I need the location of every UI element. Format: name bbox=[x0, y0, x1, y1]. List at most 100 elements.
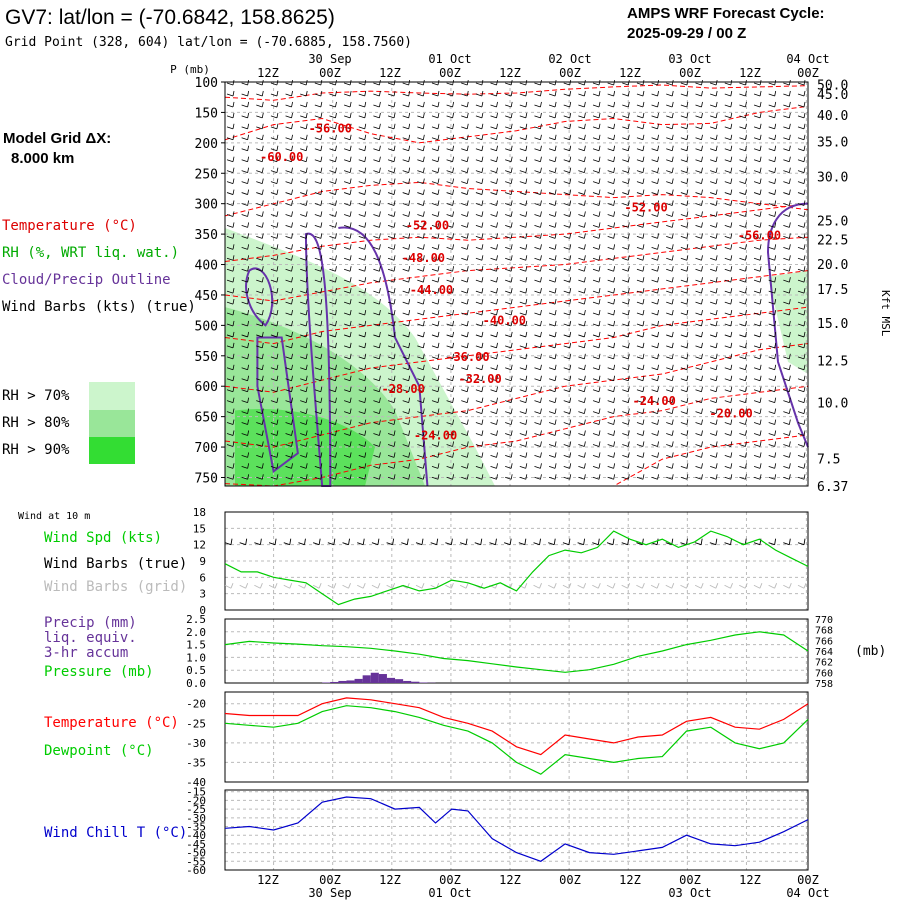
wind-barb bbox=[286, 244, 293, 249]
wind-barb bbox=[520, 277, 527, 282]
wind-barb bbox=[520, 124, 527, 129]
wind-barb bbox=[476, 168, 483, 173]
wind-barb bbox=[388, 157, 395, 162]
wind-barb bbox=[578, 332, 585, 337]
wind-barb-grid bbox=[343, 583, 351, 588]
wind-barb bbox=[461, 288, 468, 293]
wind-barb bbox=[344, 157, 351, 162]
pressure-ytick-label: 758 bbox=[815, 679, 833, 690]
wind-barb bbox=[696, 277, 703, 282]
top-time-tick: 00Z bbox=[559, 66, 581, 80]
wind-barb bbox=[666, 365, 673, 370]
wind-barb bbox=[549, 179, 556, 184]
wind-barb bbox=[491, 332, 498, 337]
wind-barb bbox=[344, 190, 351, 195]
precip-bar bbox=[355, 679, 363, 683]
wind-barb bbox=[329, 222, 336, 227]
wind-barb bbox=[754, 332, 761, 337]
wind-barb bbox=[520, 288, 527, 293]
wind-barb bbox=[549, 463, 556, 468]
wind-barb bbox=[754, 124, 761, 129]
wind-barb bbox=[505, 288, 512, 293]
wind-barb bbox=[256, 201, 263, 206]
wind-barb bbox=[798, 179, 805, 184]
wind-barb bbox=[286, 201, 293, 206]
pressure-ytick-label: 760 bbox=[815, 668, 833, 679]
wind-barb bbox=[300, 124, 307, 129]
bottom-time-tick: 12Z bbox=[619, 873, 641, 887]
wind-barb bbox=[549, 91, 556, 96]
wind-barb bbox=[417, 80, 424, 85]
legend-temperature: Temperature (°C) bbox=[2, 218, 137, 234]
wind-barb bbox=[520, 91, 527, 96]
wind-barb bbox=[549, 113, 556, 118]
top-time-tick: 12Z bbox=[739, 66, 761, 80]
wind-barb bbox=[710, 277, 717, 282]
wind-barb bbox=[681, 354, 688, 359]
wind-barb bbox=[578, 354, 585, 359]
wind-ytick-label: 18 bbox=[193, 506, 206, 519]
wind-barb bbox=[666, 420, 673, 425]
legend-rh90: RH > 90% bbox=[2, 442, 70, 458]
top-time-tick: 00Z bbox=[797, 66, 819, 80]
precip-ytick-label: 1.0 bbox=[186, 651, 206, 664]
wind-barb bbox=[637, 452, 644, 457]
wind-barb bbox=[783, 124, 790, 129]
wind-barb bbox=[593, 398, 600, 403]
wind-barb bbox=[476, 387, 483, 392]
wind-barb bbox=[447, 201, 454, 206]
wind-barb bbox=[637, 179, 644, 184]
wind-barb bbox=[534, 354, 541, 359]
wind-barb bbox=[725, 354, 732, 359]
temp-contour-label: -40.00 bbox=[483, 313, 526, 327]
wind-barb bbox=[242, 146, 249, 151]
wind-barb bbox=[227, 201, 234, 206]
wind-barb bbox=[520, 387, 527, 392]
wind-barb bbox=[578, 211, 585, 216]
wind-barb bbox=[608, 80, 615, 85]
wind-barb bbox=[549, 310, 556, 315]
wind-barb bbox=[783, 91, 790, 96]
wind-barb bbox=[476, 365, 483, 370]
wind-barb bbox=[520, 343, 527, 348]
wind-barb bbox=[373, 277, 380, 282]
wind-barb bbox=[710, 102, 717, 107]
wind-barb bbox=[227, 113, 234, 118]
wind-barb bbox=[520, 474, 527, 479]
wind-chill-panel: Wind Chill T (°C)-15-20-25-30-35-40-45-5… bbox=[44, 786, 808, 877]
wind-barb bbox=[300, 135, 307, 140]
wind-barb bbox=[242, 113, 249, 118]
wind-barb bbox=[725, 299, 732, 304]
wind-barb bbox=[417, 299, 424, 304]
wind-barb bbox=[696, 211, 703, 216]
wind-barb bbox=[256, 190, 263, 195]
pressure-tick-label: 700 bbox=[195, 441, 218, 456]
wind-barb bbox=[520, 135, 527, 140]
wind-barb bbox=[739, 157, 746, 162]
wind-barb bbox=[696, 354, 703, 359]
wind-barb bbox=[549, 409, 556, 414]
wind-barb bbox=[549, 376, 556, 381]
wind-barb bbox=[754, 146, 761, 151]
wind-barb bbox=[447, 168, 454, 173]
wind-barb-true bbox=[460, 539, 467, 545]
wind-barb bbox=[769, 441, 776, 446]
wind-barb bbox=[344, 146, 351, 151]
wind-barb-grid bbox=[298, 583, 306, 588]
wind-barb bbox=[739, 124, 746, 129]
wind-barb bbox=[710, 387, 717, 392]
top-date-label: 04 Oct bbox=[786, 52, 829, 66]
wind-barb bbox=[564, 321, 571, 326]
wind-barb-true bbox=[401, 539, 408, 545]
legend-precip: Precip (mm) bbox=[44, 615, 137, 631]
wind-barb bbox=[286, 179, 293, 184]
bottom-time-tick: 00Z bbox=[797, 873, 819, 887]
wind-barb bbox=[593, 277, 600, 282]
temp-contour-label: -52.00 bbox=[406, 218, 449, 232]
wind-barb-grid bbox=[578, 583, 586, 588]
wind-barb bbox=[505, 124, 512, 129]
wind-barb bbox=[652, 266, 659, 271]
pressure-tick-label: 400 bbox=[195, 259, 218, 274]
wind-barb bbox=[403, 80, 410, 85]
wind-barb bbox=[373, 190, 380, 195]
